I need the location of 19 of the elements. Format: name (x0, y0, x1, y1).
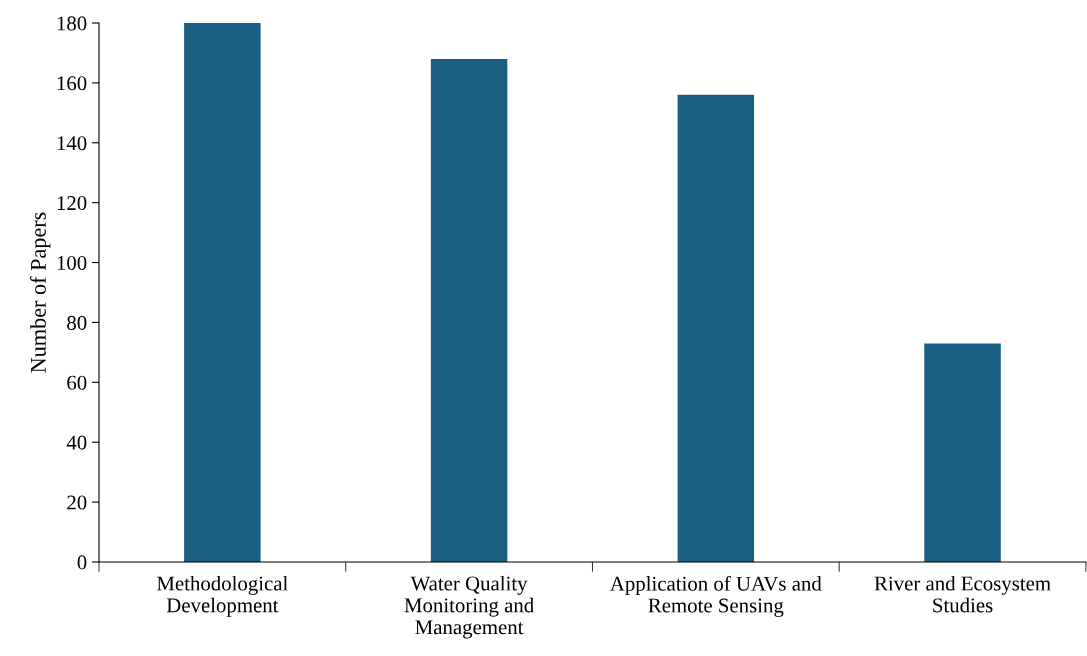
y-tick-label: 120 (57, 196, 87, 211)
y-tick-label: 40 (66, 435, 87, 450)
y-axis-title: Number of Papers (30, 212, 51, 373)
bar (677, 94, 755, 562)
y-tick-label: 180 (57, 16, 87, 31)
x-tick-label: Application of UAVs and Remote Sensing (610, 575, 822, 617)
x-tick-label: Methodological Development (157, 575, 288, 617)
bar (184, 23, 261, 562)
x-tick-label: River and Ecosystem Studies (874, 575, 1051, 613)
y-tick-label: 100 (57, 255, 87, 270)
y-tick-label: 20 (67, 495, 87, 510)
bar (924, 343, 1001, 562)
y-tick-label: 140 (57, 136, 87, 151)
y-tick-label: 0 (77, 555, 87, 570)
y-tick-label: 80 (67, 315, 87, 330)
y-tick-label: 60 (67, 375, 87, 390)
y-tick-label: 160 (57, 76, 87, 91)
bar (430, 58, 508, 562)
x-tick-label: Water Quality Monitoring and Management (404, 575, 534, 639)
